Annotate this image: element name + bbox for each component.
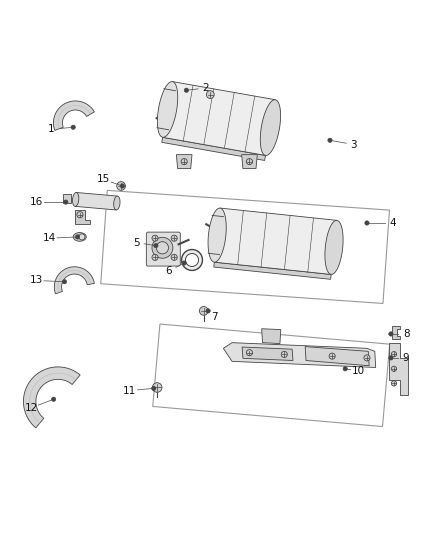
Circle shape — [71, 125, 75, 130]
Circle shape — [364, 355, 370, 361]
Circle shape — [120, 184, 124, 188]
Polygon shape — [208, 208, 226, 262]
Circle shape — [247, 158, 253, 165]
Text: 10: 10 — [352, 366, 365, 376]
Circle shape — [117, 182, 125, 190]
Text: 11: 11 — [123, 385, 136, 395]
Circle shape — [182, 261, 186, 265]
Polygon shape — [73, 192, 79, 206]
Polygon shape — [305, 346, 369, 366]
Text: 13: 13 — [30, 276, 43, 286]
Circle shape — [152, 383, 162, 392]
Polygon shape — [162, 82, 276, 156]
Circle shape — [171, 254, 177, 261]
Circle shape — [171, 235, 177, 241]
Circle shape — [75, 235, 80, 239]
Circle shape — [152, 386, 156, 391]
Circle shape — [206, 309, 210, 313]
Circle shape — [51, 397, 56, 401]
Text: 16: 16 — [30, 197, 43, 207]
Circle shape — [343, 367, 347, 371]
Circle shape — [181, 158, 187, 165]
Text: 3: 3 — [350, 140, 357, 150]
Circle shape — [365, 221, 369, 225]
Text: 4: 4 — [390, 218, 396, 228]
Circle shape — [184, 88, 188, 92]
Polygon shape — [24, 367, 80, 428]
Polygon shape — [114, 196, 120, 210]
Ellipse shape — [182, 249, 202, 270]
Polygon shape — [242, 155, 257, 168]
Text: 8: 8 — [403, 329, 410, 339]
Circle shape — [154, 244, 158, 248]
Circle shape — [329, 353, 335, 359]
Polygon shape — [214, 262, 331, 279]
Circle shape — [389, 356, 393, 360]
Polygon shape — [75, 211, 89, 224]
Text: 5: 5 — [133, 238, 140, 247]
Polygon shape — [177, 155, 192, 168]
Ellipse shape — [73, 232, 86, 241]
Circle shape — [62, 279, 67, 284]
Text: 7: 7 — [212, 312, 218, 321]
Circle shape — [64, 200, 68, 204]
Polygon shape — [392, 326, 400, 339]
Text: 6: 6 — [166, 266, 172, 276]
Text: 12: 12 — [25, 403, 38, 413]
Polygon shape — [242, 347, 293, 360]
Circle shape — [328, 138, 332, 142]
Ellipse shape — [79, 234, 85, 240]
Polygon shape — [260, 100, 281, 156]
Circle shape — [152, 254, 158, 261]
FancyBboxPatch shape — [146, 232, 180, 266]
Text: 1: 1 — [48, 124, 55, 134]
Circle shape — [77, 212, 83, 218]
Polygon shape — [53, 101, 94, 131]
Circle shape — [389, 332, 393, 336]
Text: 15: 15 — [97, 174, 110, 184]
Polygon shape — [389, 343, 408, 395]
Polygon shape — [75, 192, 117, 210]
Polygon shape — [162, 138, 265, 160]
Circle shape — [199, 306, 208, 315]
Circle shape — [152, 237, 173, 258]
Circle shape — [281, 351, 287, 358]
Polygon shape — [223, 343, 376, 367]
Polygon shape — [54, 267, 94, 294]
Polygon shape — [214, 208, 337, 274]
Polygon shape — [157, 82, 178, 138]
Text: 14: 14 — [42, 233, 56, 243]
Circle shape — [391, 366, 396, 372]
Circle shape — [206, 91, 214, 99]
Circle shape — [156, 241, 169, 254]
Circle shape — [247, 350, 253, 356]
Polygon shape — [261, 329, 281, 344]
Polygon shape — [325, 220, 343, 274]
Ellipse shape — [185, 254, 198, 266]
Text: 9: 9 — [403, 353, 410, 363]
Circle shape — [391, 381, 396, 386]
Polygon shape — [63, 195, 71, 203]
Text: 2: 2 — [203, 83, 209, 93]
Circle shape — [391, 352, 396, 357]
Circle shape — [152, 235, 158, 241]
